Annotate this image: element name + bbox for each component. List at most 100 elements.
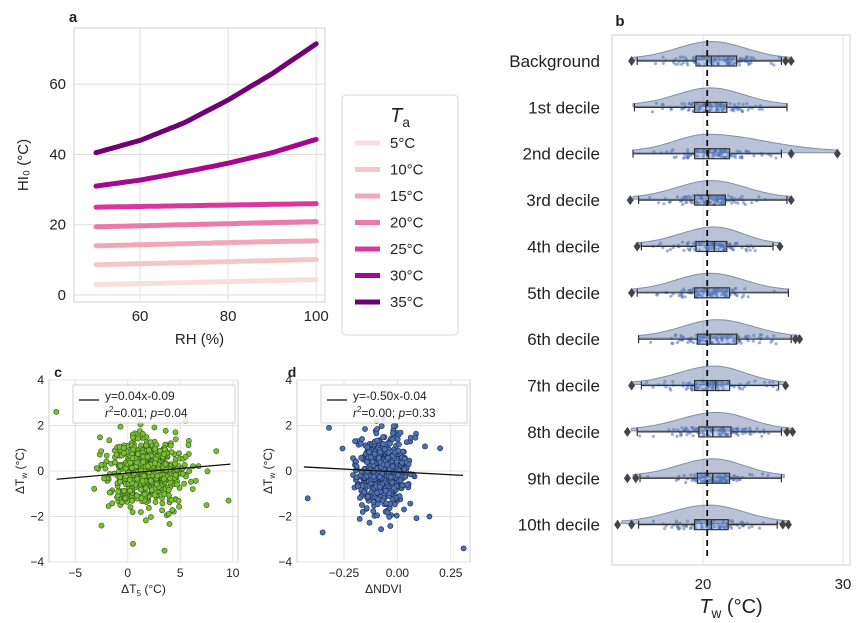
outlier-marker [628,519,636,530]
data-point [192,477,199,484]
data-point-b [735,241,740,245]
data-point-b [665,249,670,253]
data-point-b [760,333,764,337]
data-point-b [687,107,691,112]
data-point [154,472,161,479]
y-axis-label-main: ΔT [261,478,275,494]
data-point [117,478,123,485]
data-point [181,461,188,468]
data-point [374,512,380,519]
data-point-b [675,434,679,438]
data-point-b [674,57,678,61]
data-point [377,449,383,456]
data-point-b [747,62,751,67]
panel-b-wet-bulb-distributions: 20 30 b Tw (°C) Background 1st decile 2nd deci… [509,13,851,621]
y-tick-label: 4 [37,373,44,387]
data-point-b [719,380,724,384]
data-point [117,423,124,430]
category-label: 6th decile [527,330,600,349]
data-point-b [735,428,740,432]
x-tick-label-a: 80 [220,308,237,325]
data-point-b [741,432,745,436]
data-point-b [705,385,709,389]
data-point-b [710,196,714,200]
data-point [137,509,144,515]
data-point [134,475,141,482]
data-point [374,437,380,444]
data-point-b [638,434,642,438]
data-point [181,480,187,487]
data-point-b [752,333,756,338]
data-point-b [678,526,682,530]
y-axis-label-a: HI₀ (°C) [15,139,32,191]
data-point [134,492,140,499]
box-iqr [695,240,728,253]
y-tick-label-a: 60 [49,76,66,93]
x-axis-label-b-sub: w [711,606,722,621]
data-point [353,458,359,465]
data-point-b [725,479,729,483]
x-axis-label-unit: (°C) [141,582,166,596]
legend-title-a-main: T [390,105,404,127]
data-point [389,436,396,443]
data-point-b [716,243,720,247]
data-point-b [699,521,703,525]
data-point-b [649,340,653,344]
data-point-b [739,521,743,525]
data-point-b [769,61,773,65]
data-point-b [735,294,739,298]
outlier-marker [633,241,641,252]
data-point-b [657,201,661,205]
data-point [91,485,98,492]
data-point-b [763,380,767,384]
data-point-b [717,428,721,432]
data-point-b [702,474,707,478]
data-point [390,423,397,429]
data-point [147,514,154,520]
data-point [413,515,420,522]
data-point-b [717,58,722,62]
data-point [135,435,141,442]
data-point [405,461,412,468]
data-point-b [758,104,763,108]
box-iqr [698,426,732,438]
data-point-b [691,241,696,245]
data-point [426,513,433,520]
data-point-b [772,289,776,293]
data-point-b [705,336,709,340]
data-point [159,500,166,507]
x-tick-label: 0.00 [386,566,410,580]
data-point [369,458,376,465]
regression-line [303,466,464,477]
data-point-b [729,246,733,250]
outlier-marker [628,380,636,391]
x-tick-label-b: 30 [835,576,852,593]
data-point-b [654,101,659,105]
data-point-b [718,474,722,478]
data-point [127,487,133,494]
data-point [319,529,326,536]
data-point-b [730,526,734,530]
data-point [153,481,160,488]
data-point-b [670,525,674,529]
outlier-marker [628,287,636,298]
data-point-b [745,149,749,154]
data-point-b [711,155,715,159]
data-point-b [735,479,739,483]
outlier-marker [628,56,636,66]
data-point-b [777,55,782,59]
data-point [356,516,363,522]
data-point-b [699,383,703,387]
data-point-b [733,103,737,107]
data-point-b [720,336,724,340]
data-point-b [699,56,704,60]
data-point [130,470,137,477]
fit-equation: y=0.04x-0.09 [105,389,175,403]
category-label: 2nd decile [522,145,600,164]
data-point [389,496,396,503]
data-point-b [740,194,744,198]
data-point-b [720,102,724,106]
data-point [213,448,220,454]
data-point-b [685,243,690,247]
data-point-b [755,427,759,431]
